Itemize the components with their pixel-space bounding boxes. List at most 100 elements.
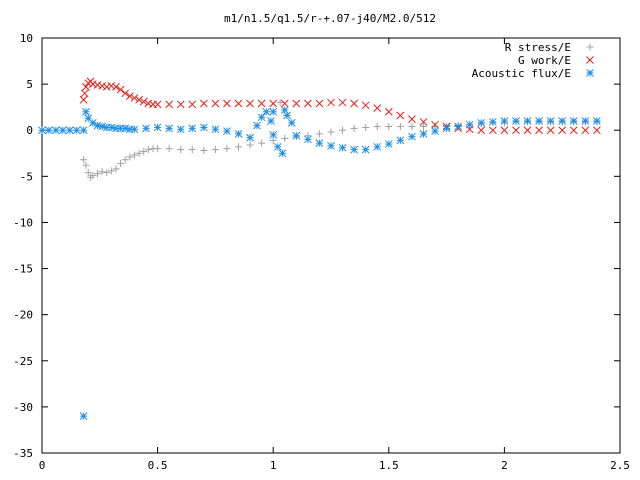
- data-point: [79, 95, 88, 104]
- data-point: [408, 115, 416, 124]
- data-point: [287, 118, 296, 127]
- data-point: [350, 145, 358, 154]
- legend-marker: [586, 56, 594, 64]
- y-tick-label: -15: [13, 263, 33, 276]
- data-point: [107, 167, 115, 175]
- data-point: [98, 82, 106, 90]
- data-point: [130, 94, 139, 102]
- data-point: [103, 169, 111, 177]
- data-point: [84, 169, 92, 177]
- data-point: [396, 111, 405, 120]
- data-point: [253, 121, 261, 130]
- data-point: [292, 99, 301, 108]
- data-point: [419, 130, 428, 138]
- data-point: [144, 99, 153, 108]
- y-tick-label: -25: [13, 355, 33, 368]
- data-point: [98, 122, 106, 131]
- data-point: [269, 107, 278, 116]
- data-point: [107, 123, 116, 132]
- data-point: [144, 146, 152, 154]
- data-point: [350, 99, 358, 108]
- data-point: [89, 171, 97, 179]
- data-point: [500, 117, 509, 125]
- data-point: [112, 165, 120, 173]
- data-point: [273, 142, 282, 151]
- data-point: [546, 126, 555, 135]
- data-point: [211, 99, 220, 108]
- data-point: [139, 97, 148, 106]
- data-point: [80, 89, 89, 98]
- data-point: [135, 95, 143, 104]
- data-point: [126, 92, 134, 100]
- data-point: [488, 118, 497, 126]
- data-point: [500, 126, 509, 135]
- data-point: [280, 99, 289, 108]
- data-point: [107, 82, 116, 90]
- data-point: [117, 159, 125, 167]
- data-point: [211, 125, 220, 134]
- data-point: [258, 139, 266, 147]
- x-tick-label: 0.5: [148, 459, 168, 472]
- data-point: [93, 81, 102, 89]
- data-point: [593, 117, 601, 125]
- data-point: [130, 125, 139, 134]
- data-point: [89, 80, 97, 88]
- data-point: [327, 142, 335, 150]
- data-point: [257, 113, 266, 122]
- data-point: [581, 117, 590, 125]
- data-point: [315, 99, 324, 108]
- data-point: [419, 118, 428, 126]
- data-point: [338, 143, 347, 152]
- data-point: [581, 126, 590, 135]
- data-point: [121, 89, 130, 98]
- data-point: [488, 126, 497, 135]
- data-point: [246, 99, 254, 108]
- data-point: [523, 117, 532, 125]
- data-point: [82, 161, 90, 169]
- data-point: [361, 145, 370, 154]
- data-point: [304, 135, 312, 144]
- data-point: [234, 130, 243, 138]
- series-1: [79, 77, 601, 135]
- data-point: [373, 142, 382, 151]
- data-point: [140, 147, 148, 155]
- data-point: [211, 146, 219, 154]
- data-point: [267, 117, 275, 125]
- x-tick-label: 2: [501, 459, 508, 472]
- data-point: [558, 117, 567, 125]
- data-point: [176, 100, 185, 109]
- data-point: [384, 107, 393, 116]
- data-point: [384, 140, 393, 148]
- data-point: [223, 145, 231, 153]
- data-point: [126, 153, 134, 161]
- axes: 0 0.5 1 1.5 2 2.5 10 5 0 -5 -10 -15 -20 -25 -30 -35: [13, 32, 630, 472]
- data-point: [200, 147, 208, 155]
- y-tick-label: -35: [13, 447, 33, 460]
- data-point: [121, 156, 129, 164]
- legend-label: Acoustic flux/E: [472, 67, 571, 80]
- data-point: [45, 126, 53, 135]
- data-point: [465, 120, 474, 129]
- data-point: [38, 126, 46, 135]
- data-point: [304, 99, 312, 108]
- data-point: [153, 123, 162, 132]
- data-point: [512, 117, 520, 125]
- legend-marker: [586, 43, 594, 51]
- data-point: [361, 101, 370, 110]
- data-point: [523, 126, 532, 135]
- data-point: [135, 149, 143, 157]
- plot-area: [38, 77, 601, 420]
- data-point: [188, 146, 196, 154]
- data-point: [257, 99, 266, 108]
- data-point: [350, 124, 358, 132]
- plot-frame: [41, 37, 621, 454]
- data-point: [269, 99, 278, 108]
- data-point: [262, 107, 271, 116]
- data-point: [188, 100, 197, 109]
- data-point: [116, 85, 125, 94]
- y-tick-label: -5: [20, 170, 33, 183]
- data-point: [269, 130, 278, 139]
- y-tick-label: 10: [20, 32, 33, 45]
- data-point: [165, 100, 174, 109]
